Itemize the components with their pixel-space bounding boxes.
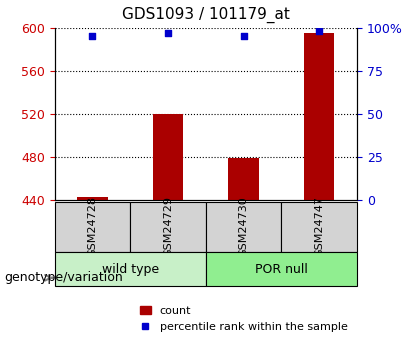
FancyBboxPatch shape xyxy=(130,202,206,252)
FancyBboxPatch shape xyxy=(281,202,357,252)
Point xyxy=(240,33,247,39)
Bar xyxy=(153,114,183,200)
Title: GDS1093 / 101179_at: GDS1093 / 101179_at xyxy=(122,7,290,23)
Text: GSM24729: GSM24729 xyxy=(163,196,173,257)
Bar xyxy=(228,158,259,200)
FancyBboxPatch shape xyxy=(55,202,130,252)
Text: genotype/variation: genotype/variation xyxy=(4,271,123,284)
Point xyxy=(89,33,96,39)
FancyBboxPatch shape xyxy=(55,252,206,286)
Text: POR null: POR null xyxy=(255,263,308,276)
Text: GSM24747: GSM24747 xyxy=(314,196,324,257)
Legend: count, percentile rank within the sample: count, percentile rank within the sample xyxy=(135,302,352,336)
FancyBboxPatch shape xyxy=(206,252,357,286)
Text: GSM24730: GSM24730 xyxy=(239,196,249,257)
FancyBboxPatch shape xyxy=(206,202,281,252)
Bar xyxy=(77,197,108,200)
Text: wild type: wild type xyxy=(102,263,159,276)
Text: GSM24728: GSM24728 xyxy=(87,196,97,257)
Point xyxy=(165,30,171,36)
Bar xyxy=(304,33,334,200)
Point xyxy=(316,28,323,34)
